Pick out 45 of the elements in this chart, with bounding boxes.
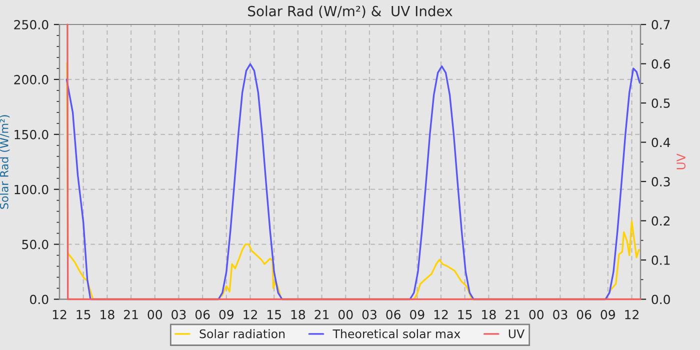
x-tick-label: 21 (124, 310, 138, 320)
x-tick-label: 00 (529, 310, 544, 320)
x-tick-label: 03 (553, 310, 568, 320)
y2-tick-label: 0.4 (652, 138, 670, 148)
x-tick-label: 12 (244, 310, 257, 320)
x-tick-label: 09 (600, 310, 615, 320)
y-tick-label: 200.0 (14, 74, 48, 84)
y2-axis-title: UV (676, 154, 686, 170)
x-tick-label: 09 (219, 310, 234, 320)
y2-tick-label: 0.1 (652, 255, 670, 265)
y-tick-label: 250.0 (14, 20, 48, 30)
chart-title: Solar Rad (W/m²) & UV Index (248, 6, 452, 18)
y-tick-label: 50.0 (22, 240, 48, 250)
y-tick-label: 150.0 (14, 130, 48, 140)
legend-label: Solar radiation (200, 329, 285, 338)
x-tick-label: 06 (576, 310, 592, 320)
x-tick-label: 15 (268, 310, 281, 320)
y2-tick-label: 0.5 (652, 98, 670, 108)
x-tick-label: 03 (172, 310, 186, 320)
legend-label: Theoretical solar max (332, 329, 460, 338)
x-tick-label: 00 (148, 310, 162, 320)
x-tick-label: 21 (506, 310, 520, 320)
legend-label: UV (508, 329, 525, 338)
y2-tick-label: 0.3 (652, 176, 670, 186)
x-tick-label: 15 (76, 310, 90, 320)
x-tick-label: 18 (100, 310, 114, 320)
y2-tick-label: 0.7 (652, 20, 670, 30)
x-tick-label: 09 (410, 310, 424, 320)
x-tick-label: 12 (434, 310, 448, 320)
x-tick-label: 06 (195, 310, 210, 320)
y-axis-title: Solar Rad (W/m²) (0, 115, 10, 209)
x-tick-label: 15 (458, 310, 472, 320)
y-tick-label: 100.0 (14, 184, 48, 194)
y-tick-label: 0.0 (30, 294, 48, 304)
x-tick-label: 12 (52, 310, 66, 320)
y2-tick-label: 0.0 (652, 294, 670, 304)
x-tick-label: 18 (482, 310, 496, 320)
y2-tick-label: 0.6 (652, 59, 670, 69)
x-tick-label: 21 (314, 310, 329, 320)
x-tick-label: 06 (386, 310, 400, 320)
x-tick-label: 18 (291, 310, 306, 320)
x-tick-label: 03 (362, 310, 376, 320)
y2-tick-label: 0.2 (652, 216, 670, 226)
x-tick-label: 12 (625, 310, 638, 320)
x-tick-label: 00 (338, 310, 353, 320)
